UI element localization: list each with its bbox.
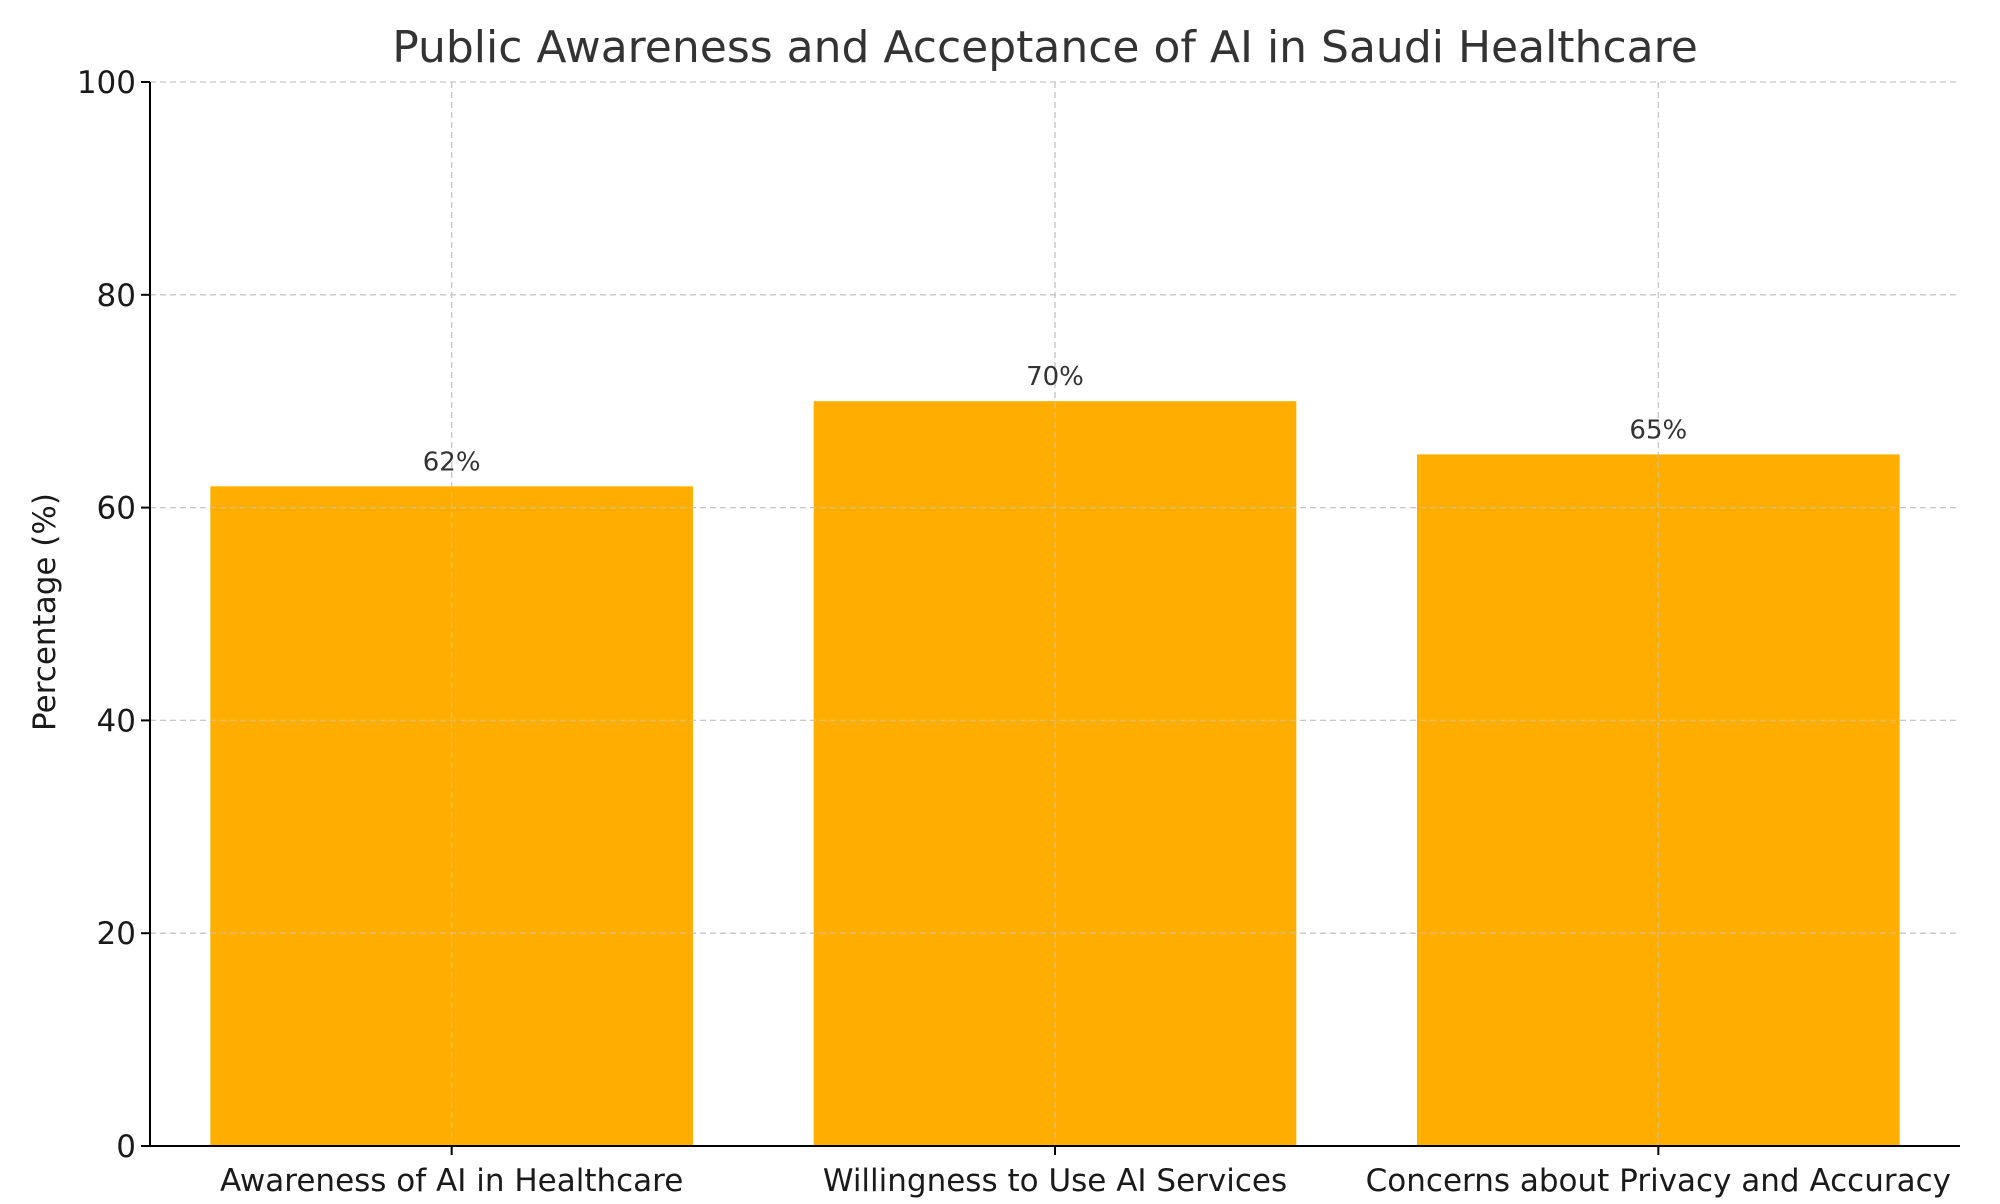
- y-tick-label: 60: [97, 491, 136, 527]
- y-tick-label: 0: [116, 1129, 136, 1165]
- bars: [150, 82, 1960, 1146]
- value-label: 65%: [1629, 415, 1687, 445]
- value-label: 62%: [423, 447, 481, 477]
- chart-title: Public Awareness and Acceptance of AI in…: [392, 22, 1698, 73]
- value-label: 70%: [1026, 362, 1084, 392]
- y-tick-label: 100: [77, 65, 136, 101]
- x-tick-label: Awareness of AI in Healthcare: [220, 1163, 683, 1199]
- x-tick-label: Concerns about Privacy and Accuracy: [1366, 1163, 1951, 1199]
- axes: [141, 81, 1960, 1155]
- y-tick-label: 80: [97, 278, 136, 314]
- y-tick-label: 40: [97, 703, 136, 739]
- labels: 0 20 40 60 80 100 Awareness of AI in Healthcar…: [77, 65, 1951, 1199]
- x-tick-label: Willingness to Use AI Services: [823, 1163, 1287, 1199]
- y-axis-label: Percentage (%): [27, 493, 63, 731]
- bar: [1417, 454, 1900, 1146]
- y-tick-label: 20: [97, 916, 136, 952]
